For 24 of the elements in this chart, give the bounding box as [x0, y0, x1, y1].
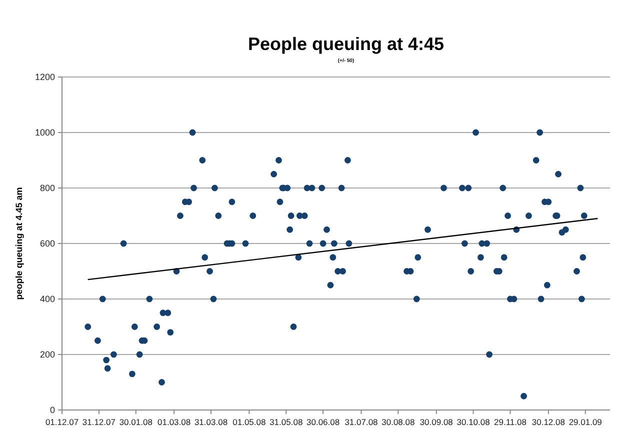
x-tick-label: 01.03.08: [158, 417, 191, 427]
x-tick-label: 31.12.07: [82, 417, 116, 427]
x-tick-label: 29.01.09: [568, 417, 602, 427]
y-tick-label: 400: [40, 294, 55, 304]
x-tick-label: 30.12.08: [532, 417, 566, 427]
y-tick-label: 1000: [34, 128, 55, 138]
x-tick-label: 30.01.08: [119, 417, 153, 427]
x-tick-label: 01.05.08: [232, 417, 266, 427]
chart-title: People queuing at 4:45: [248, 34, 444, 54]
x-tick-label: 31.05.08: [270, 417, 303, 427]
y-tick-label: 600: [40, 238, 55, 249]
x-tick-label: 30.08.08: [382, 417, 415, 427]
x-tick-label: 30.09.08: [420, 417, 454, 427]
y-tick-label: 200: [40, 350, 55, 360]
y-tick-label: 1200: [34, 72, 55, 82]
x-tick-label: 30.06.08: [306, 417, 340, 427]
x-tick-label: 01.12.07: [45, 417, 79, 427]
x-tick-label: 30.10.08: [456, 417, 490, 427]
x-tick-label: 31.03.08: [194, 417, 228, 427]
x-tick-label: 29.11.08: [494, 417, 527, 427]
y-axis-title: people queuing at 4.45 am: [14, 187, 24, 300]
y-tick-label: 800: [40, 183, 55, 194]
y-tick-label: 0: [50, 405, 55, 416]
x-tick-label: 31.07.08: [344, 417, 378, 427]
